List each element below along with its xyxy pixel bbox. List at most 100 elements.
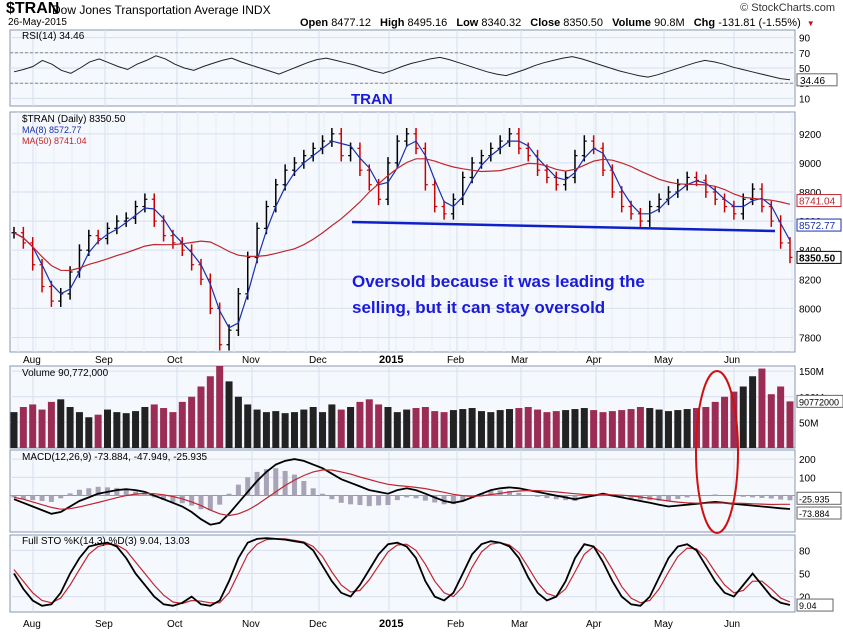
volume-bar (580, 408, 588, 448)
macd-histogram-bar (329, 495, 335, 500)
macd-histogram-bar (712, 494, 718, 496)
y-tick-label: 20 (799, 593, 811, 604)
volume-bar (721, 396, 729, 448)
volume-bar (749, 376, 757, 448)
macd-histogram-bar (263, 469, 269, 496)
volume-value-box (796, 394, 843, 408)
volume-bar (57, 399, 65, 448)
macd-histogram-bar (39, 495, 45, 502)
volume-bar (786, 401, 794, 448)
macd-histogram-bar (20, 495, 26, 500)
volume-bar (730, 391, 738, 448)
volume-bar (477, 411, 485, 448)
volume-bar (674, 410, 682, 448)
volume-bar (216, 366, 224, 448)
volume-bar (702, 407, 710, 448)
volume-bar (384, 407, 392, 448)
y-tick-label: 200 (799, 455, 816, 466)
ma8-legend: MA(8) 8572.77 (22, 125, 82, 135)
volume-bar (664, 411, 672, 448)
volume-bar (281, 413, 289, 448)
y-tick-label: 100 (799, 473, 816, 484)
macd-histogram-bar (198, 495, 204, 510)
volume-bar (206, 376, 214, 448)
ohlc-volume: Volume 90.8M (612, 17, 688, 29)
macd-value-box (796, 506, 842, 520)
volume-bar (412, 408, 420, 448)
macd-histogram-bar (488, 491, 494, 496)
volume-bar (543, 412, 551, 448)
brand-label: © StockCharts.com (740, 2, 835, 14)
volume-legend: Volume 90,772,000 (22, 368, 109, 379)
macd-histogram-bar (170, 495, 176, 502)
macd-histogram-bar (665, 495, 671, 502)
volume-bar (468, 408, 476, 448)
ohlc-close: Close 8350.50 (530, 17, 607, 29)
x-axis-label: Mar (511, 355, 529, 366)
price-label-box (796, 250, 842, 264)
volume-bar (571, 409, 579, 448)
x-axis-label: 2015 (379, 354, 403, 366)
exchange-text: INDX (241, 3, 271, 17)
volume-bar (515, 408, 523, 448)
volume-bar (375, 404, 383, 448)
macd-histogram-bar (759, 495, 765, 498)
volume-bar (169, 412, 177, 448)
volume-bar (225, 381, 233, 448)
volume-bar (608, 411, 616, 448)
ma50-legend: MA(50) 8741.04 (22, 136, 87, 146)
volume-bar (38, 409, 46, 448)
sto-k-line (13, 537, 791, 607)
y-tick-label: 150M (799, 367, 824, 378)
volume-bar (599, 412, 607, 448)
y-tick-label: 7800 (799, 333, 822, 344)
price-label: 8572.77 (799, 221, 836, 232)
macd-histogram-bar (207, 495, 213, 511)
macd-histogram-bar (750, 495, 756, 498)
annotation-title: TRAN (351, 91, 393, 108)
macd-histogram-bar (675, 495, 681, 500)
macd-histogram-bar (273, 468, 279, 496)
macd-histogram-bar (450, 495, 456, 505)
volume-bar (506, 409, 514, 448)
volume-bar (234, 396, 242, 448)
volume-bar (122, 413, 130, 448)
volume-value-label: 90772000 (799, 397, 839, 407)
rsi-line (13, 55, 791, 81)
macd-histogram-bar (86, 488, 92, 496)
macd-histogram-bar (394, 495, 400, 501)
macd-histogram-bar (628, 495, 634, 499)
support-trendline (351, 220, 776, 233)
ma8-line (13, 140, 791, 329)
sto-x-axis-label: 2015 (379, 618, 403, 630)
y-tick-label: 50 (799, 570, 811, 581)
macd-histogram-bar (366, 495, 372, 507)
macd-histogram-bar (404, 495, 410, 498)
macd-histogram-bar (385, 495, 391, 506)
volume-bar (562, 410, 570, 448)
macd-histogram-bar (161, 495, 167, 500)
volume-bar (618, 410, 626, 448)
volume-bar (309, 407, 317, 448)
volume-bar (85, 417, 93, 448)
highlight-ellipse (695, 370, 739, 534)
volume-bar (94, 414, 102, 448)
sto-x-axis-label: Nov (242, 619, 260, 630)
price-label: 8350.50 (799, 253, 836, 264)
macd-histogram-bar (95, 486, 101, 496)
volume-bar (66, 407, 74, 448)
volume-bar (197, 386, 205, 448)
macd-value-label: -73.884 (799, 509, 830, 519)
macd-histogram-bar (217, 495, 223, 505)
macd-histogram-bar (114, 487, 120, 496)
ohlc-low: Low 8340.32 (456, 17, 525, 29)
volume-bar (75, 412, 83, 448)
description-text: Dow Jones Transportation Average (52, 3, 239, 17)
macd-histogram-bar (338, 495, 344, 503)
sto-x-axis-label: Dec (309, 619, 327, 630)
volume-bar (449, 410, 457, 448)
price-label-box (796, 218, 842, 232)
macd-histogram-bar (544, 495, 550, 499)
volume-bar (655, 409, 663, 448)
volume-bar (178, 401, 186, 448)
